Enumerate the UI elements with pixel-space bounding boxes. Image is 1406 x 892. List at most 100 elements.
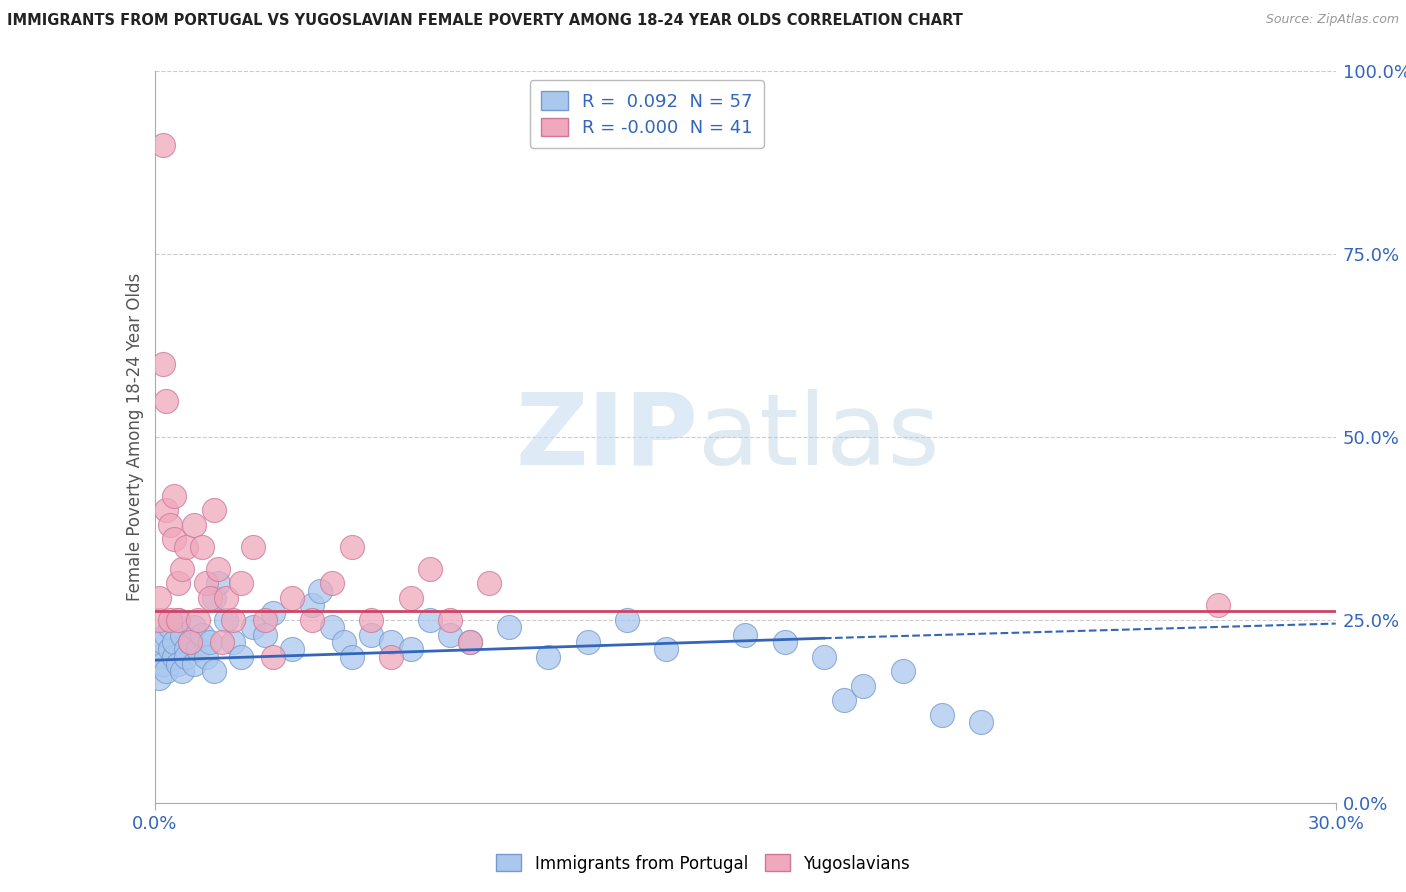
Point <box>183 517 205 532</box>
Point <box>155 664 177 678</box>
Point <box>309 583 332 598</box>
Point <box>148 613 170 627</box>
Text: IMMIGRANTS FROM PORTUGAL VS YUGOSLAVIAN FEMALE POVERTY AMONG 18-24 YEAR OLDS COR: IMMIGRANTS FROM PORTUGAL VS YUGOSLAVIAN … <box>7 13 963 29</box>
Point <box>321 620 343 634</box>
Point <box>340 649 363 664</box>
Point <box>231 576 253 591</box>
Point <box>458 635 481 649</box>
Text: Source: ZipAtlas.com: Source: ZipAtlas.com <box>1265 13 1399 27</box>
Point <box>360 627 382 641</box>
Point <box>340 540 363 554</box>
Point <box>159 613 181 627</box>
Point <box>222 613 245 627</box>
Point <box>167 613 190 627</box>
Point <box>172 664 194 678</box>
Point <box>152 137 174 152</box>
Point <box>360 613 382 627</box>
Point <box>155 627 177 641</box>
Point <box>191 540 214 554</box>
Point <box>167 657 190 671</box>
Point <box>187 642 209 657</box>
Point <box>163 635 186 649</box>
Point <box>262 649 284 664</box>
Point <box>191 627 214 641</box>
Point <box>655 642 678 657</box>
Point <box>155 503 177 517</box>
Point <box>202 591 225 605</box>
Point <box>202 503 225 517</box>
Point <box>399 591 422 605</box>
Point <box>1206 599 1229 613</box>
Point <box>152 635 174 649</box>
Point <box>174 540 197 554</box>
Point <box>253 613 276 627</box>
Point <box>159 642 181 657</box>
Point <box>281 591 304 605</box>
Y-axis label: Female Poverty Among 18-24 Year Olds: Female Poverty Among 18-24 Year Olds <box>125 273 143 601</box>
Point <box>155 393 177 408</box>
Point <box>172 627 194 641</box>
Point <box>576 635 599 649</box>
Point <box>187 613 209 627</box>
Point <box>301 613 323 627</box>
Point <box>498 620 520 634</box>
Point <box>179 635 201 649</box>
Point <box>183 620 205 634</box>
Legend: Immigrants from Portugal, Yugoslavians: Immigrants from Portugal, Yugoslavians <box>489 847 917 880</box>
Point <box>198 591 221 605</box>
Point <box>253 627 276 641</box>
Text: atlas: atlas <box>697 389 939 485</box>
Point <box>458 635 481 649</box>
Point <box>194 576 217 591</box>
Point <box>281 642 304 657</box>
Point <box>399 642 422 657</box>
Point <box>380 649 402 664</box>
Legend: R =  0.092  N = 57, R = -0.000  N = 41: R = 0.092 N = 57, R = -0.000 N = 41 <box>530 80 763 148</box>
Point <box>179 635 201 649</box>
Point <box>478 576 501 591</box>
Point <box>152 357 174 371</box>
Point <box>148 591 170 605</box>
Point <box>242 620 264 634</box>
Point <box>214 613 236 627</box>
Point <box>214 591 236 605</box>
Point <box>172 562 194 576</box>
Point <box>439 627 461 641</box>
Point <box>174 649 197 664</box>
Point <box>207 562 229 576</box>
Point <box>211 635 233 649</box>
Point <box>167 576 190 591</box>
Point <box>202 664 225 678</box>
Point <box>174 642 197 657</box>
Point <box>419 562 441 576</box>
Point <box>832 693 855 707</box>
Point <box>183 657 205 671</box>
Point <box>773 635 796 649</box>
Point <box>439 613 461 627</box>
Point <box>242 540 264 554</box>
Point <box>167 613 190 627</box>
Point <box>152 657 174 671</box>
Point <box>419 613 441 627</box>
Point <box>332 635 354 649</box>
Point <box>231 649 253 664</box>
Point <box>159 517 181 532</box>
Point <box>380 635 402 649</box>
Point <box>321 576 343 591</box>
Point <box>537 649 560 664</box>
Point <box>163 489 186 503</box>
Point <box>163 533 186 547</box>
Point <box>616 613 638 627</box>
Point <box>207 576 229 591</box>
Point <box>813 649 835 664</box>
Point <box>734 627 756 641</box>
Point <box>148 649 170 664</box>
Point <box>148 672 170 686</box>
Point <box>159 620 181 634</box>
Point <box>852 679 875 693</box>
Point <box>931 708 953 723</box>
Point <box>301 599 323 613</box>
Point <box>163 649 186 664</box>
Point <box>194 649 217 664</box>
Text: ZIP: ZIP <box>515 389 697 485</box>
